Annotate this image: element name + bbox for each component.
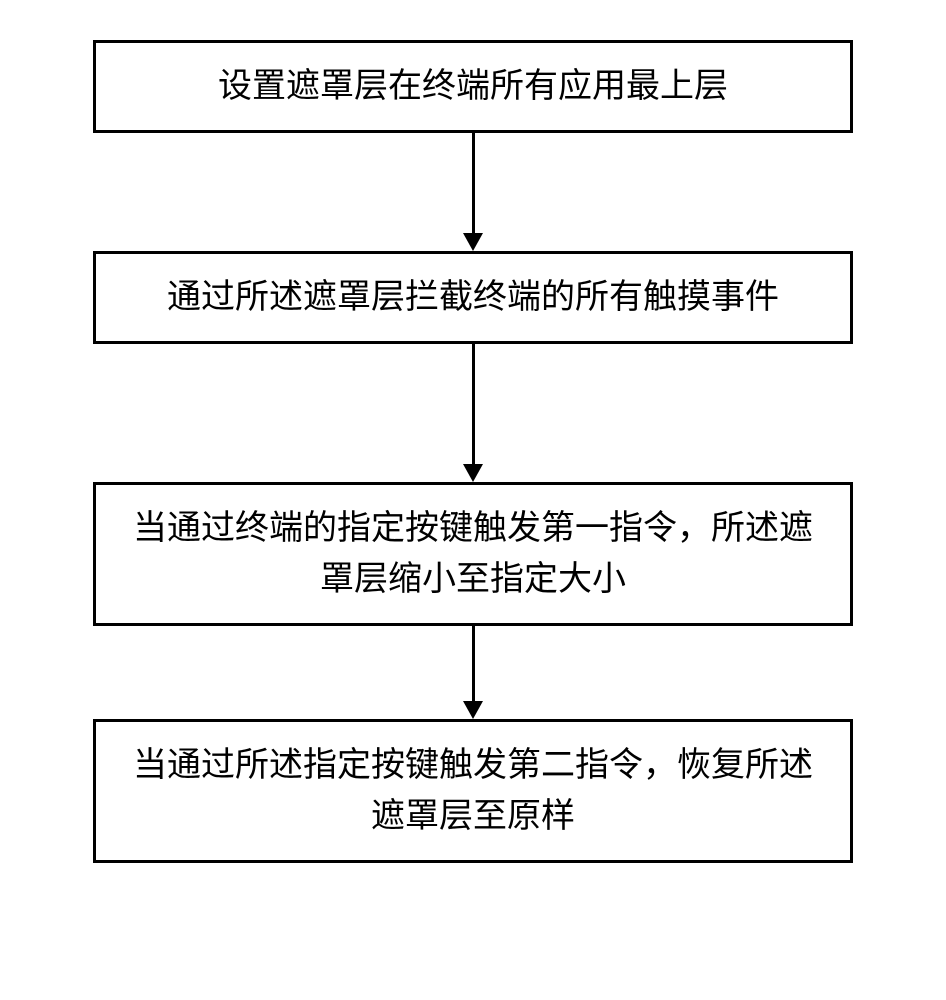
arrow-1-line xyxy=(472,133,475,233)
flowchart-step-4: 当通过所述指定按键触发第二指令，恢复所述遮罩层至原样 xyxy=(93,719,853,863)
arrow-3-head xyxy=(463,701,483,719)
arrow-2-line xyxy=(472,344,475,464)
arrow-3-line xyxy=(472,626,475,701)
flowchart-step-2: 通过所述遮罩层拦截终端的所有触摸事件 xyxy=(93,251,853,344)
arrow-2 xyxy=(463,344,483,482)
arrow-2-head xyxy=(463,464,483,482)
step-4-text: 当通过所述指定按键触发第二指令，恢复所述遮罩层至原样 xyxy=(126,740,820,842)
step-3-text: 当通过终端的指定按键触发第一指令，所述遮罩层缩小至指定大小 xyxy=(126,503,820,605)
step-1-text: 设置遮罩层在终端所有应用最上层 xyxy=(218,61,728,112)
arrow-1 xyxy=(463,133,483,251)
flowchart-container: 设置遮罩层在终端所有应用最上层 通过所述遮罩层拦截终端的所有触摸事件 当通过终端… xyxy=(0,40,946,863)
flowchart-step-1: 设置遮罩层在终端所有应用最上层 xyxy=(93,40,853,133)
step-2-text: 通过所述遮罩层拦截终端的所有触摸事件 xyxy=(167,272,779,323)
arrow-3 xyxy=(463,626,483,719)
arrow-1-head xyxy=(463,233,483,251)
flowchart-step-3: 当通过终端的指定按键触发第一指令，所述遮罩层缩小至指定大小 xyxy=(93,482,853,626)
